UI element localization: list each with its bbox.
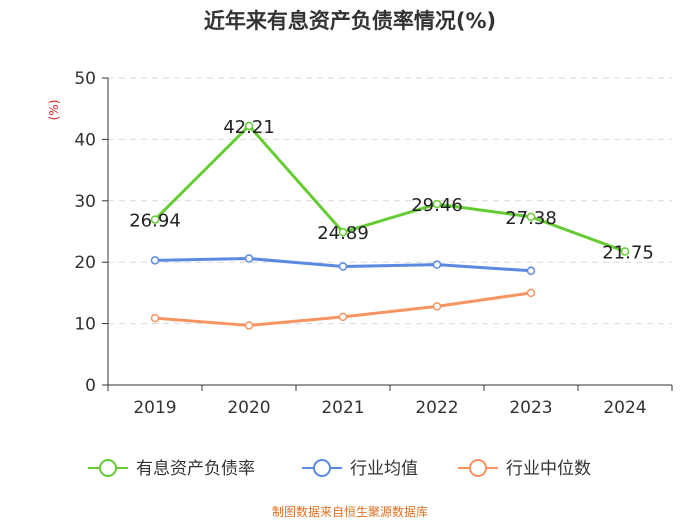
data-label: 26.94 xyxy=(129,211,181,232)
data-point xyxy=(338,312,348,322)
chart-title: 近年来有息资产负债率情况(%) xyxy=(204,9,496,33)
data-point xyxy=(526,266,536,276)
data-point xyxy=(526,212,536,222)
data-point xyxy=(150,256,160,265)
data-point xyxy=(244,121,254,131)
data-label: 24.89 xyxy=(317,223,369,244)
data-point xyxy=(338,227,348,237)
data-label: 29.46 xyxy=(411,195,463,216)
series-lines xyxy=(150,121,630,330)
grid-lines xyxy=(108,77,672,325)
data-point xyxy=(244,321,254,330)
data-point xyxy=(432,302,442,311)
legend-label-1: 行业均值 xyxy=(350,459,418,479)
data-point xyxy=(526,288,536,298)
data-point xyxy=(244,254,254,263)
data-label: 42.21 xyxy=(223,117,275,138)
y-tick-label: 20 xyxy=(74,253,96,273)
x-tick-label-2021: 2021 xyxy=(321,398,364,418)
x-tick-label-2019: 2019 xyxy=(133,398,176,418)
y-tick-label: 30 xyxy=(74,192,96,212)
x-tick-label-2023: 2023 xyxy=(509,398,552,418)
y-axis-unit: (%) xyxy=(47,100,61,121)
legend-marker-2 xyxy=(469,459,487,477)
y-tick-label: 10 xyxy=(74,315,96,335)
y-tick-label: 0 xyxy=(85,376,96,396)
data-point xyxy=(432,199,442,209)
x-tick-label-2020: 2020 xyxy=(227,398,270,418)
series-line-0 xyxy=(153,124,627,253)
legend-marker-0 xyxy=(99,459,117,477)
data-point xyxy=(150,215,160,224)
source-note: 制图数据来自恒生聚源数据库 xyxy=(272,504,428,519)
legend-label-0: 有息资产负债率 xyxy=(136,459,255,479)
data-point xyxy=(620,247,630,256)
x-tick-label-2022: 2022 xyxy=(415,398,458,418)
y-tick-label: 40 xyxy=(74,130,96,150)
y-tick-label: 50 xyxy=(74,69,96,89)
axes: 0 10 20 30 40 50 2019 2020 2021 2022 2023 2024 xyxy=(74,69,673,418)
data-label: 21.75 xyxy=(602,242,654,263)
data-point xyxy=(432,260,442,269)
data-point xyxy=(338,262,348,271)
x-tick-label-2024: 2024 xyxy=(603,398,646,418)
legend: 有息资产负债率 行业均值 行业中位数 xyxy=(88,459,591,479)
data-label: 27.38 xyxy=(505,208,557,229)
legend-marker-1 xyxy=(313,459,331,477)
legend-label-2: 行业中位数 xyxy=(506,459,591,479)
data-labels: 26.94 42.21 24.89 29.46 27.38 21.75 xyxy=(129,117,654,264)
data-point xyxy=(150,313,160,323)
